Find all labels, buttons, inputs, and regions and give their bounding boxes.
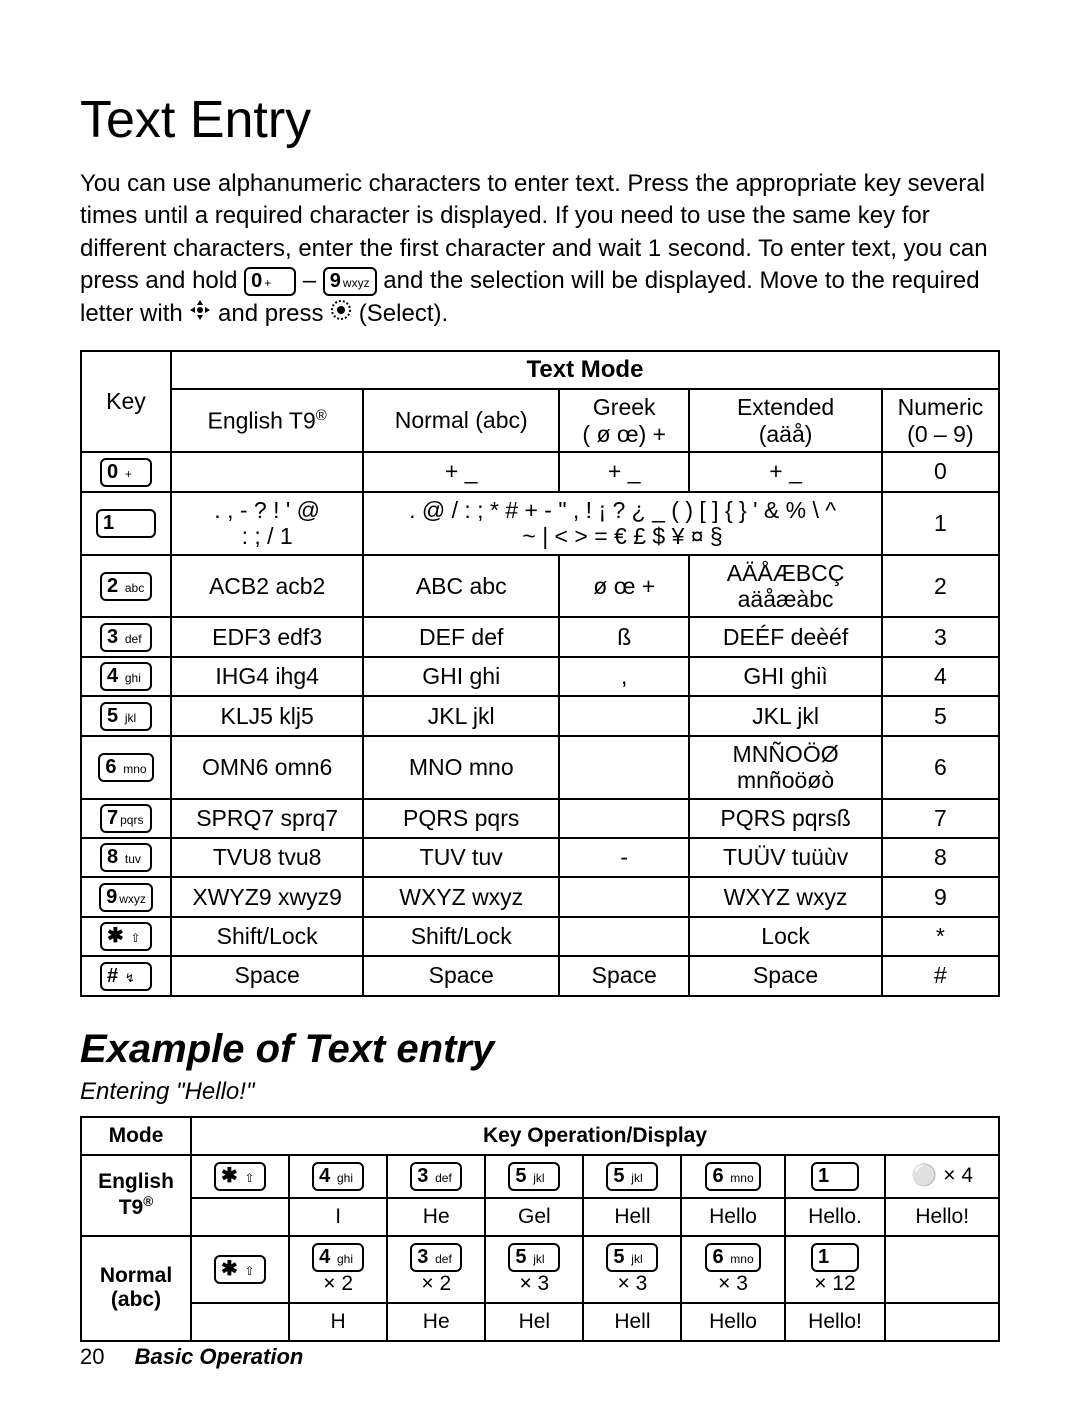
key-9-inline: 9wxyz (323, 267, 377, 296)
select-icon (330, 298, 352, 330)
table-row: 6 mno OMN6 omn6MNO mno MNÑOÖØmnñoöøò 6 (81, 736, 999, 799)
ex2-key-5: 5 jkl (508, 1243, 560, 1272)
example-heading: Example of Text entry (80, 1027, 1000, 1072)
ex-key-star: ✱ ⇧ (214, 1162, 266, 1191)
ex2-key-3: 3 def (410, 1243, 462, 1272)
col-extended: Extended(aäå) (689, 389, 881, 452)
col-key: Key (81, 351, 171, 452)
col-numeric: Numeric(0 – 9) (882, 389, 999, 452)
ex-key-5b: 5 jkl (606, 1162, 658, 1191)
key-0-icon: 0 + (100, 458, 152, 487)
section-name: Basic Operation (135, 1344, 304, 1369)
intro-paragraph: You can use alphanumeric characters to e… (80, 168, 1000, 330)
table-row: 5 jkl KLJ5 klj5JKL jklJKL jkl5 (81, 696, 999, 735)
key-5-icon: 5 jkl (100, 702, 152, 731)
col-t9: English T9® (171, 389, 363, 452)
col-greek: Greek( ø œ) + (559, 389, 689, 452)
ex-key-1: 1 (811, 1162, 859, 1191)
table-row: 8 tuv TVU8 tvu8TUV tuv-TUÜV tuüùv8 (81, 838, 999, 877)
page-number: 20 (80, 1344, 104, 1369)
key-8-icon: 8 tuv (100, 843, 152, 872)
intro-text-4: (Select). (359, 300, 448, 327)
key-hash-icon: # ↯ (100, 962, 152, 991)
table-row: H He Hel Hell Hello Hello! (81, 1303, 999, 1341)
table-row: 7pqrs SPRQ7 sprq7PQRS pqrsPQRS pqrsß7 (81, 799, 999, 838)
page-footer: 20 Basic Operation (80, 1344, 303, 1370)
col-normal: Normal (abc) (363, 389, 559, 452)
text-mode-table: Key Text Mode English T9® Normal (abc) G… (80, 350, 1000, 996)
ex-key-3: 3 def (410, 1162, 462, 1191)
key-2-icon: 2 abc (100, 572, 152, 601)
ex2-key-4: 4 ghi (312, 1243, 364, 1272)
table-row: 1 . , - ? ! ' @: ; / 1 . @ / : ; * # + -… (81, 492, 999, 555)
key-9-icon: 9wxyz (99, 883, 153, 912)
table-row: I He Gel Hell Hello Hello. Hello! (81, 1198, 999, 1236)
intro-text-3: and press (218, 300, 330, 327)
page-title: Text Entry (80, 90, 1000, 150)
nav-directional-icon (189, 298, 211, 330)
ex2-key-1: 1 (811, 1243, 859, 1272)
intro-dash: – (303, 267, 323, 294)
table-row: ✱ ⇧ Shift/LockShift/LockLock* (81, 917, 999, 956)
example-subtitle: Entering "Hello!" (80, 1078, 1000, 1106)
ex-col-op: Key Operation/Display (191, 1117, 999, 1155)
ex2-key-6: 6 mno (705, 1243, 760, 1272)
ex2-key-5b: 5 jkl (606, 1243, 658, 1272)
ex-key-4: 4 ghi (312, 1162, 364, 1191)
ex-key-5: 5 jkl (508, 1162, 560, 1191)
table-row: 4 ghi IHG4 ihg4GHI ghi,GHI ghiì4 (81, 657, 999, 696)
text-mode-header: Text Mode (171, 351, 999, 389)
key-4-icon: 4 ghi (100, 662, 152, 691)
key-star-icon: ✱ ⇧ (100, 922, 152, 951)
table-row: EnglishT9® ✱ ⇧ 4 ghi 3 def 5 jkl 5 jkl 6… (81, 1155, 999, 1198)
key-0-inline: 0+ (244, 267, 296, 296)
ex-key-6: 6 mno (705, 1162, 760, 1191)
table-row: 3 def EDF3 edf3DEF defßDEÉF deèéf3 (81, 617, 999, 656)
ex-nav-x4: ⚪ × 4 (885, 1155, 999, 1198)
example-table: Mode Key Operation/Display EnglishT9® ✱ … (80, 1116, 1000, 1342)
ex2-key-star: ✱ ⇧ (214, 1255, 266, 1284)
key-6-icon: 6 mno (98, 753, 153, 782)
table-row: # ↯ SpaceSpaceSpaceSpace# (81, 956, 999, 995)
table-row: 9wxyz XWYZ9 xwyz9WXYZ wxyzWXYZ wxyz9 (81, 877, 999, 916)
key-1-icon: 1 (96, 509, 156, 538)
table-row: 0 + + _ + _ + _ 0 (81, 452, 999, 491)
table-row: Normal(abc) ✱ ⇧ 4 ghi× 2 3 def× 2 5 jkl×… (81, 1236, 999, 1303)
ex-col-mode: Mode (81, 1117, 191, 1155)
table-row: 2 abc ACB2 acb2 ABC abc ø œ + AÄÅÆBCÇaäå… (81, 555, 999, 618)
key-7-icon: 7pqrs (100, 804, 152, 833)
key-3-icon: 3 def (100, 623, 152, 652)
